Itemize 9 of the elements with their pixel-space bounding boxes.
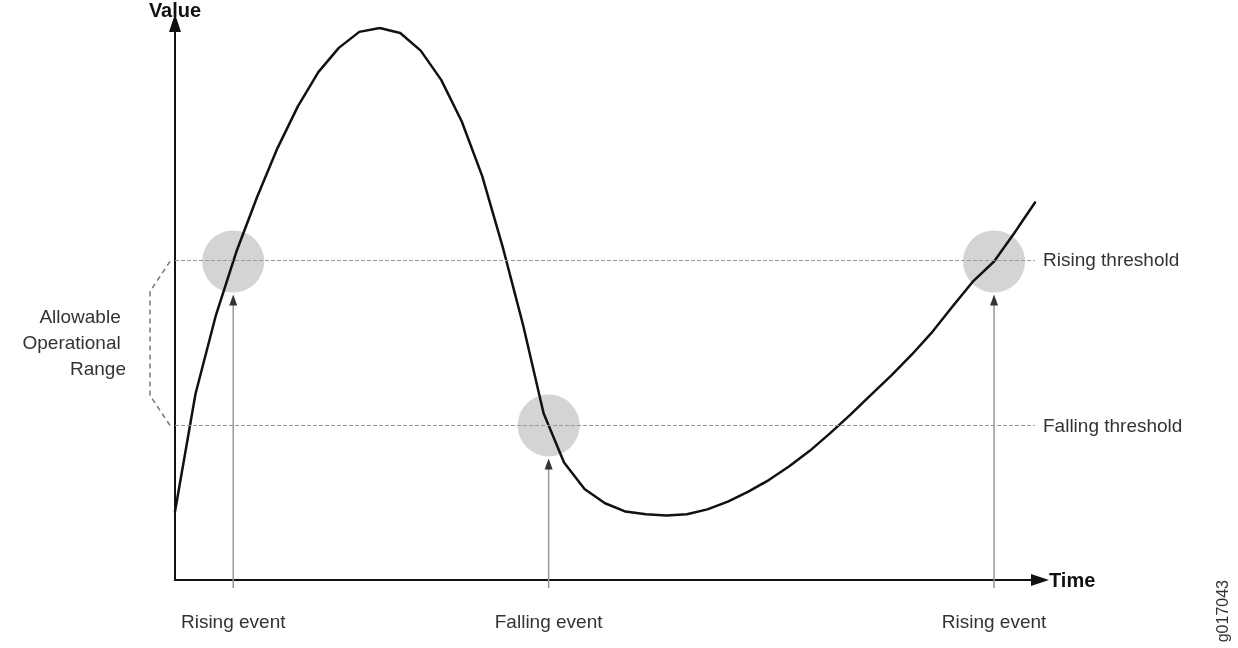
text: Rising event	[180, 611, 287, 632]
text: Rising event	[941, 611, 1048, 632]
x-axis-title: Time	[1049, 569, 1096, 591]
text: g017043	[1213, 579, 1231, 643]
text: Allowable Operational Range	[22, 306, 126, 380]
ref-line-label: Rising threshold	[1043, 249, 1180, 271]
ref-line-label: Falling threshold	[1043, 414, 1183, 436]
y-axis-title: Value	[148, 0, 202, 21]
text: Falling event	[494, 611, 604, 632]
